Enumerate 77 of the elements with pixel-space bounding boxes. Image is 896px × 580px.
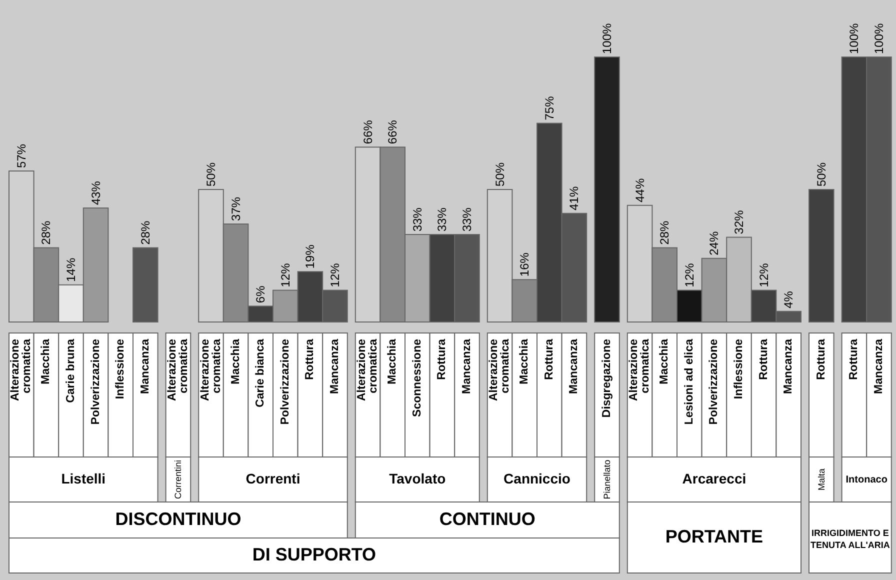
- data-label: 12%: [328, 262, 342, 288]
- text: Correnti: [246, 470, 300, 486]
- text: Intonaco: [846, 474, 888, 486]
- data-label: 28%: [39, 220, 54, 245]
- text: Arcarecci: [682, 470, 746, 486]
- data-label: 66%: [360, 120, 375, 144]
- x-tick-label: Alterazione cromatica: [628, 338, 652, 401]
- data-label: 28%: [138, 220, 152, 245]
- x-tick-label: Mancanza: [873, 338, 885, 394]
- data-label: 75%: [542, 96, 556, 120]
- data-label: 14%: [64, 258, 78, 282]
- x-tick-label: Mancanza: [461, 338, 473, 394]
- data-label: 50%: [492, 162, 507, 186]
- x-tick-label: Rottura: [758, 338, 770, 380]
- x-tick-label: Macchia: [386, 338, 399, 384]
- text: Listelli: [61, 470, 106, 486]
- x-tick-label: Carie bianca: [254, 338, 267, 408]
- data-label: 24%: [707, 231, 722, 256]
- data-label: 43%: [88, 180, 103, 206]
- text: CONTINUO: [439, 509, 536, 529]
- data-label: 57%: [14, 144, 28, 168]
- data-label: 33%: [410, 207, 424, 232]
- x-tick-label: Alterazione cromatica: [488, 338, 512, 401]
- x-tick-label: Macchia: [230, 338, 242, 384]
- x-tick-label: Inflessione: [114, 339, 127, 400]
- x-tick-label: Alterazione cromatica: [166, 338, 190, 401]
- data-label: 32%: [732, 210, 746, 234]
- data-label: 12%: [278, 262, 292, 288]
- text: Malta: [816, 468, 826, 491]
- data-label: 4%: [782, 290, 796, 308]
- x-tick-label: Rottura: [815, 338, 828, 380]
- x-tick-label: Rottura: [304, 338, 316, 380]
- data-label: 44%: [632, 178, 647, 202]
- data-label: 41%: [567, 186, 582, 210]
- data-label: 6%: [254, 285, 268, 304]
- x-tick-label: Polverizzazione: [90, 339, 102, 425]
- data-label: 100%: [600, 22, 614, 54]
- data-label: 19%: [303, 244, 318, 269]
- x-tick-label: Macchia: [40, 338, 52, 384]
- data-label: 12%: [682, 262, 696, 288]
- x-tick-label: Disgregazione: [601, 339, 613, 418]
- x-tick-label: Alterazione cromatica: [356, 338, 380, 401]
- x-tick-label: Inflessione: [733, 339, 745, 400]
- x-tick-label: Lesioni ad elica: [683, 338, 696, 425]
- data-label: 50%: [204, 162, 218, 186]
- x-tick-label: Rottura: [848, 338, 860, 380]
- data-label: 100%: [872, 22, 886, 54]
- x-tick-label: Rottura: [436, 338, 448, 380]
- x-tick-label: Mancanza: [568, 338, 580, 394]
- text: IRRIGIDIMENTO E TENUTA ALL'ARIA: [810, 528, 890, 550]
- data-label: 33%: [435, 207, 450, 232]
- data-label: 12%: [756, 262, 771, 288]
- data-label: 33%: [460, 207, 474, 232]
- x-tick-label: Macchia: [518, 338, 531, 384]
- data-label: 50%: [814, 162, 828, 186]
- x-tick-label: Polverizzazione: [708, 339, 720, 425]
- text: PORTANTE: [665, 526, 764, 546]
- text: DI SUPPORTO: [252, 544, 376, 564]
- data-label: 100%: [847, 22, 862, 54]
- data-label: 28%: [658, 220, 672, 245]
- x-tick-label: Carie bruna: [65, 338, 77, 403]
- x-tick-label: Alterazione cromatica: [10, 338, 34, 401]
- data-label: 16%: [518, 252, 532, 277]
- data-label: 37%: [228, 196, 243, 221]
- x-tick-label: Macchia: [658, 338, 671, 384]
- text: DISCONTINUO: [115, 509, 242, 529]
- text: Canniccio: [504, 470, 570, 486]
- x-tick-label: Polverizzazione: [279, 339, 292, 425]
- x-tick-label: Mancanza: [329, 338, 341, 394]
- text: Correntini: [173, 460, 184, 500]
- x-tick-label: Mancanza: [139, 338, 152, 394]
- text: Pianellato: [602, 460, 612, 500]
- x-tick-label: Rottura: [543, 338, 556, 380]
- x-tick-label: Sconnessione: [411, 339, 424, 417]
- x-tick-label: Mancanza: [782, 338, 795, 394]
- data-label: 66%: [386, 120, 400, 144]
- text: Tavolato: [389, 470, 446, 486]
